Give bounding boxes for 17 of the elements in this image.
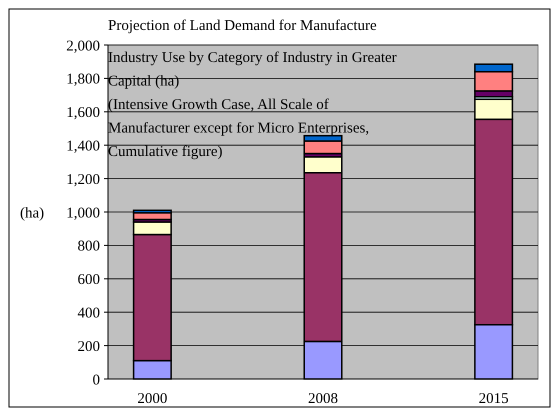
x-tick-label: 2008	[308, 391, 338, 407]
x-tick-label: 2000	[137, 391, 168, 407]
text: (Intensive Growth Case, All Scale of Manufacturer except for Micro Enterprises, Cumulative figure)	[108, 97, 370, 160]
x-tick-label: 2015	[478, 391, 509, 407]
y-tick-label: 0	[92, 372, 100, 388]
y-tick-label: 400	[78, 305, 100, 322]
y-tick-label: 1,400	[66, 138, 100, 154]
y-axis-title: (ha)	[20, 205, 44, 222]
y-tick-label: 2,000	[66, 38, 100, 54]
y-tick-label: 1,800	[66, 72, 100, 88]
y-tick-label: 200	[78, 338, 100, 355]
y-tick-label: 1,600	[66, 105, 100, 122]
y-tick-label: 1,000	[66, 205, 100, 222]
y-tick-label: 1,200	[66, 172, 100, 188]
y-tick-label: 600	[78, 272, 100, 288]
y-tick-label: 800	[78, 238, 100, 255]
chart-title: Projection of Land Demand for Manufacture Industry Use by Category of Industry in Greater Capital (ha)	[108, 18, 397, 90]
